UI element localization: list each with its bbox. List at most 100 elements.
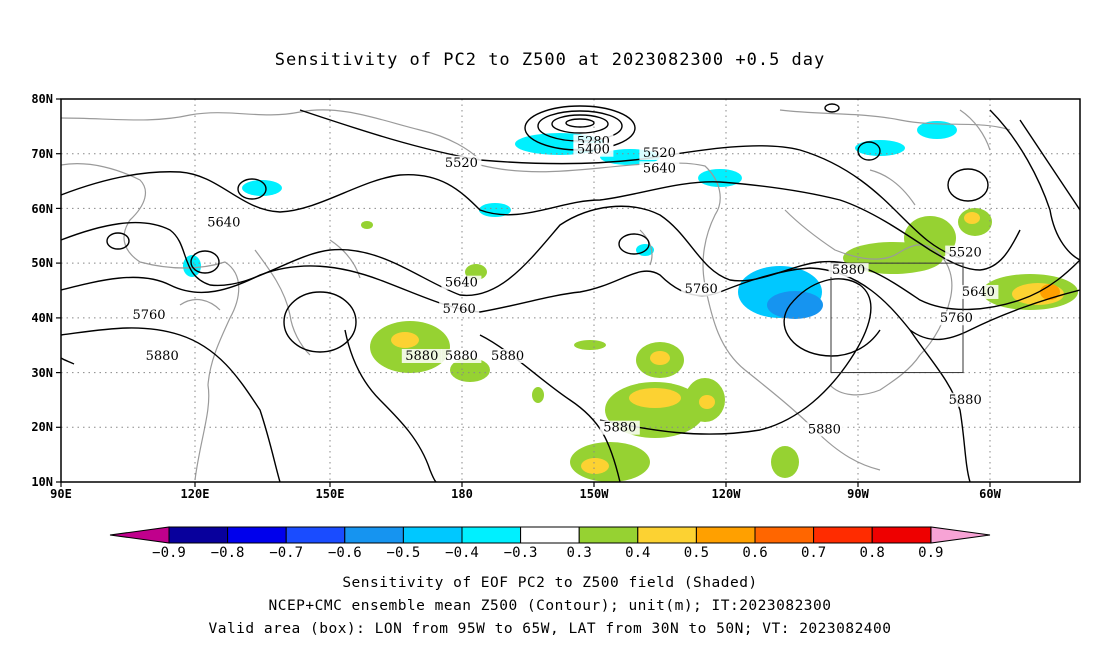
colorbar-segment: [461, 526, 522, 544]
colorbar-label: −0.3: [504, 545, 538, 561]
caption-line-3: Valid area (box): LON from 95W to 65W, L…: [208, 621, 892, 637]
contour-label-bg: [681, 282, 722, 297]
contour-label: 5880: [808, 422, 841, 437]
contour-label-bg: [142, 348, 183, 363]
page-title: Sensitivity of PC2 to Z500 at 2023082300…: [274, 50, 826, 70]
colorbar-segment: [578, 526, 639, 544]
colorbar-label: 0.9: [918, 545, 943, 561]
lon-axis-labels: 90E 120E 150E 180 150W 120W 90W 60W: [50, 487, 1001, 501]
colorbar-segment: [402, 526, 463, 544]
colorbar-label: 0.5: [684, 545, 709, 561]
contour-label: 5640: [445, 276, 478, 291]
contour-label-bg: [401, 348, 442, 363]
contour-label: 5880: [832, 263, 865, 278]
contour-label-bg: [945, 245, 986, 260]
graticule: [61, 99, 1080, 482]
map-plot-area: 90E 120E 150E 180 150W 120W 90W 60W 80N …: [31, 92, 1081, 501]
lat-label: 50N: [31, 256, 53, 270]
colorbar-label: 0.7: [801, 545, 826, 561]
colorbar-label: −0.9: [152, 545, 186, 561]
contour-label-bg: [129, 307, 169, 322]
contour-label: 5520: [643, 146, 676, 161]
contour-label: 5880: [491, 349, 524, 364]
colorbar-segments: [168, 526, 932, 544]
colorbar-label: 0.3: [567, 545, 592, 561]
lon-label: 150E: [316, 487, 345, 501]
colorbar-label: −0.8: [211, 545, 245, 561]
contour-label: 5760: [132, 308, 165, 323]
contour-label: 5640: [962, 285, 995, 300]
lat-label: 40N: [31, 311, 53, 325]
colorbar-label: 0.4: [625, 545, 650, 561]
colorbar-under-arrow: [109, 526, 170, 544]
contour-label-bg: [203, 215, 244, 230]
lat-label: 80N: [31, 92, 53, 106]
contour-label: 5520: [949, 246, 982, 261]
contour-label-bg: [828, 263, 869, 278]
contour-label-bg: [441, 275, 482, 290]
lat-label: 20N: [31, 420, 53, 434]
contour-label: 5880: [445, 349, 478, 364]
colorbar-segment: [695, 526, 756, 544]
colorbar-segment: [813, 526, 873, 544]
lat-label: 60N: [31, 202, 53, 216]
lat-axis-labels: 80N 70N 60N 50N 40N 30N 20N 10N: [31, 92, 53, 489]
colorbar-label: 0.6: [742, 545, 767, 561]
contour-label-bg: [573, 142, 614, 157]
lon-label: 150W: [580, 487, 610, 501]
colorbar-segment: [168, 526, 229, 544]
colorbar-segment: [344, 526, 404, 544]
contour-label-bg: [639, 161, 680, 176]
contour-label: 5400: [577, 143, 610, 158]
colorbar-over-arrow: [930, 526, 991, 544]
lat-label: 30N: [31, 366, 53, 380]
colorbar: −0.9 −0.8 −0.7 −0.6 −0.5 −0.4 −0.3 0.3 0.4 0.5 0.6…: [109, 526, 991, 561]
contour-label: 5640: [207, 215, 240, 230]
contour-label-bg: [804, 422, 845, 437]
contour-layer: [61, 103, 1080, 482]
lat-label: 70N: [31, 147, 53, 161]
colorbar-segment: [285, 526, 346, 544]
lon-label: 90W: [847, 487, 869, 501]
colorbar-label: −0.7: [269, 545, 303, 561]
caption-line-1: Sensitivity of EOF PC2 to Z500 field (Sh…: [342, 575, 758, 591]
lon-label: 60W: [979, 487, 1001, 501]
contour-label-bg: [599, 420, 640, 435]
contour-label: 5760: [940, 311, 973, 326]
colorbar-segment: [227, 526, 287, 544]
contour-label-bg: [639, 145, 680, 160]
contour-label: 5760: [685, 282, 718, 297]
colorbar-segment: [637, 526, 697, 544]
tick-marks: [56, 98, 991, 487]
colorbar-label: 0.8: [860, 545, 885, 561]
lon-label: 90E: [50, 487, 72, 501]
contour-label-bg: [936, 311, 977, 326]
caption-line-2: NCEP+CMC ensemble mean Z500 (Contour); u…: [268, 598, 832, 614]
contour-label: 5880: [146, 349, 179, 364]
colorbar-segment: [871, 526, 932, 544]
colorbar-labels: −0.9 −0.8 −0.7 −0.6 −0.5 −0.4 −0.3 0.3 0.4 0.5 0.6…: [152, 545, 943, 561]
contour-label: 5520: [445, 156, 478, 171]
lon-label: 180: [451, 487, 473, 501]
contour-label-bg: [487, 348, 528, 363]
colorbar-segment: [520, 526, 580, 544]
contour-label: 5880: [949, 393, 982, 408]
lat-label: 10N: [31, 475, 53, 489]
colorbar-segment: [754, 526, 815, 544]
contour-label-bg: [441, 155, 482, 170]
contour-label-bg: [441, 348, 482, 363]
contour-label: 5880: [405, 349, 438, 364]
lon-label: 120E: [181, 487, 210, 501]
shading-layer: [183, 121, 1078, 482]
contour-label: 5760: [443, 302, 476, 317]
contour-labels: 5280540055205520552056405640564056405760…: [129, 134, 999, 437]
map-border: [60, 98, 1081, 483]
contour-label: 5880: [603, 421, 636, 436]
contour-label-bg: [958, 284, 999, 299]
colorbar-label: −0.4: [445, 545, 479, 561]
colorbar-label: −0.5: [387, 545, 421, 561]
contour-label: 5640: [643, 161, 676, 176]
contour-label-bg: [945, 392, 986, 407]
lon-label: 120W: [712, 487, 742, 501]
